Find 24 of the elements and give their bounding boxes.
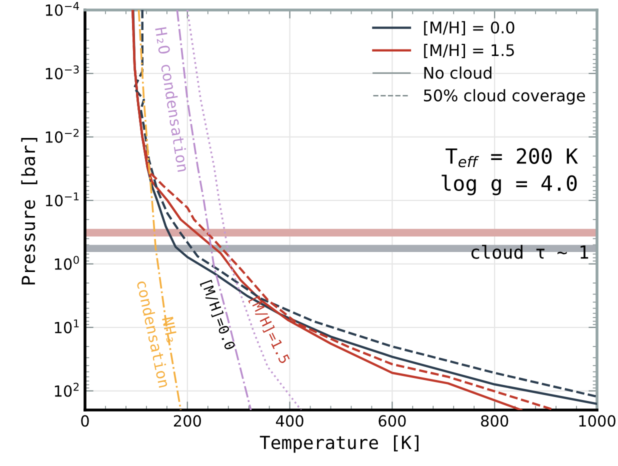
y-tick-label: 10$^{−1}$ [46,192,79,206]
y-tick-label: 10$^{2}$ [54,382,79,397]
x-axis-title: Temperature [K] [260,435,418,453]
x-tick-label: 600 [378,415,406,427]
x-tick-label: 0 [81,415,89,427]
line-series [186,10,302,410]
annotation: No cloud [424,66,492,79]
x-tick-label: 800 [481,415,508,427]
y-tick-label: 10$^{1}$ [54,319,79,334]
legend-label: [M/H] = 1.5 [424,44,514,58]
x-tick-label: 400 [276,415,304,427]
x-tick-label: 1000 [579,415,616,427]
annotation: 50% cloud coverage [424,89,585,105]
annotation: T$_{eff}$ = 200 K [446,148,578,168]
annotation: H₂O condensation [154,27,190,172]
x-tick-label: 200 [174,415,201,427]
y-axis-title: Pressure [bar] [21,138,38,284]
y-tick-label: 10$^{−4}$ [46,2,79,16]
legend-label: [M/H] = 0.0 [424,21,514,36]
y-tick-label: 10$^{−3}$ [46,65,79,80]
band-label: cloud τ ~ 1 [471,244,588,259]
y-tick-label: 10$^{0}$ [54,256,79,270]
y-tick-label: 10$^{−2}$ [46,128,79,143]
annotation: log g = 4.0 [442,174,577,196]
